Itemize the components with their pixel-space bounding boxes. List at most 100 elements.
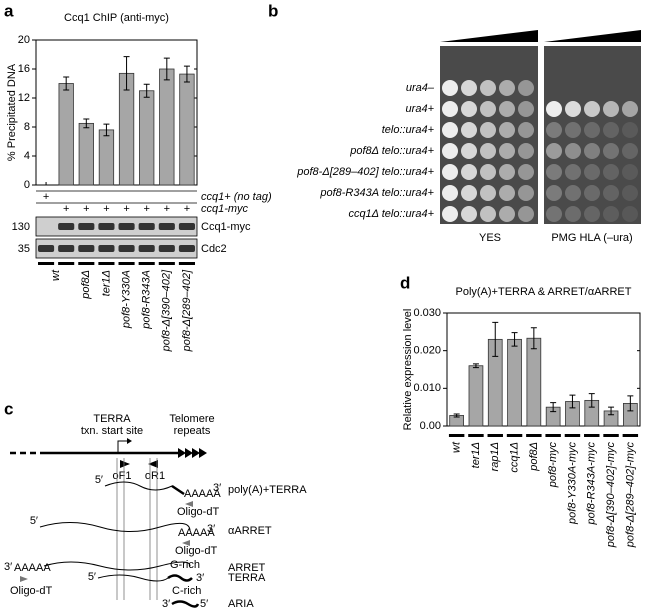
blot-band — [158, 245, 175, 252]
error-bar — [63, 76, 70, 91]
spot — [622, 101, 638, 117]
strain-underline — [603, 434, 619, 437]
x-tick-label: pof8-Δ[289–402] — [181, 269, 193, 352]
blot-band — [118, 223, 135, 230]
spot — [499, 143, 515, 159]
panel-label: d — [400, 273, 410, 292]
error-bar — [472, 363, 479, 369]
row-mark: + — [83, 203, 89, 215]
primer-label: Oligo-dT — [10, 585, 52, 597]
strain-label: ura4+ — [406, 103, 435, 115]
transcript-label: ARRET — [228, 562, 266, 574]
transcript-label: αARRET — [228, 525, 272, 537]
transcript-end — [171, 484, 185, 496]
error-bar — [550, 402, 557, 413]
spot — [499, 164, 515, 180]
panel-label: a — [4, 1, 14, 20]
end-note: G-rich — [170, 559, 200, 571]
x-tick-label: pof8Δ — [528, 442, 540, 472]
error-bar — [569, 394, 576, 409]
spot — [603, 122, 619, 138]
error-bar — [183, 65, 190, 83]
y-tick-label: 0 — [24, 179, 30, 191]
spot — [442, 143, 458, 159]
start-arrow — [117, 440, 128, 453]
spot — [565, 164, 581, 180]
row-mark: + — [164, 203, 170, 215]
blot-band — [98, 223, 115, 230]
x-tick-label: rap1Δ — [489, 442, 501, 471]
diagram: TERRA txn. start site Telomere repeats o… — [4, 413, 307, 610]
spot — [546, 101, 562, 117]
y-tick-label: 12 — [18, 92, 30, 104]
band-label: Cdc2 — [201, 243, 227, 255]
transcript-label: TERRA — [228, 572, 266, 584]
y-axis-label: % Precipitated DNA — [6, 63, 18, 161]
spot — [499, 122, 515, 138]
blot-band — [78, 245, 95, 252]
y-tick-label: 0.030 — [413, 307, 441, 319]
strain-label: ura4– — [406, 82, 435, 94]
row-mark: + — [43, 191, 49, 203]
spot — [603, 164, 619, 180]
spot — [565, 122, 581, 138]
spot — [565, 185, 581, 201]
spot — [622, 206, 638, 222]
x-tick-label: pof8-Δ[390–402] — [161, 269, 173, 352]
x-tick-label: pof8-Δ[289–402]-myc — [624, 442, 636, 549]
strain-label: telo::ura4+ — [382, 124, 435, 136]
repeat — [199, 448, 207, 458]
spot — [546, 122, 562, 138]
x-tick-label: pof8-R343A-myc — [586, 442, 598, 526]
bar — [468, 365, 484, 427]
blot-band — [98, 245, 115, 252]
spot — [480, 122, 496, 138]
tail: AAAAA — [14, 562, 51, 574]
transcript-label: poly(A)+TERRA — [228, 484, 307, 496]
y-tick-label: 0.010 — [413, 382, 441, 394]
strain-underline — [118, 262, 135, 265]
y-tick-label: 0.00 — [420, 420, 441, 432]
spot — [480, 143, 496, 159]
spot — [499, 185, 515, 201]
primer-label: oR1 — [145, 470, 165, 482]
error-bar — [588, 393, 595, 408]
blot-band — [158, 223, 175, 230]
end-label: 3′ — [213, 482, 221, 494]
diagram-label: txn. start site — [81, 425, 143, 437]
spot — [546, 206, 562, 222]
error-bar — [511, 332, 518, 347]
plate-pmg — [544, 46, 641, 224]
spot — [461, 164, 477, 180]
spot — [518, 143, 534, 159]
medium-label: YES — [479, 232, 501, 244]
spot — [442, 80, 458, 96]
spot — [565, 206, 581, 222]
band-label: Ccq1-myc — [201, 221, 251, 233]
strain-underline — [564, 434, 581, 437]
spot — [442, 122, 458, 138]
x-tick-label: pof8-R343A — [141, 270, 153, 330]
marker-label: 130 — [12, 221, 30, 233]
spot — [603, 206, 619, 222]
error-bar — [143, 83, 150, 98]
spot — [546, 164, 562, 180]
x-tick-label: ter1Δ — [100, 270, 112, 296]
spot — [584, 185, 600, 201]
spot — [622, 122, 638, 138]
spot — [518, 80, 534, 96]
spot — [442, 206, 458, 222]
blot-band — [118, 245, 135, 252]
error-bar — [103, 123, 110, 137]
transcript-end — [167, 574, 193, 582]
primer-label: oF1 — [113, 470, 132, 482]
y-axis-label: Relative expression level — [402, 309, 414, 431]
x-tick-label: wt — [451, 441, 463, 453]
chart-title: Poly(A)+TERRA & ARRET/αARRET — [456, 286, 632, 298]
bar — [58, 83, 74, 186]
transcript — [97, 574, 169, 582]
start-arrow — [127, 438, 132, 444]
strain-underline — [58, 262, 75, 265]
end-label: 5′ — [30, 515, 38, 527]
end-label: 3′ — [162, 598, 170, 610]
